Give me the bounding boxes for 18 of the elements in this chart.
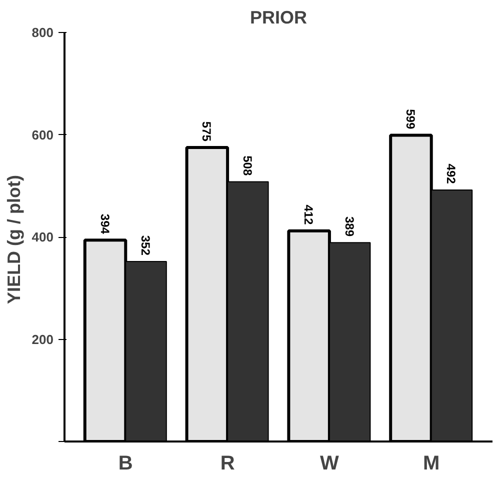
y-tick-label: 800 xyxy=(32,25,54,40)
x-tick-label: M xyxy=(423,452,440,474)
data-label: 389 xyxy=(342,216,356,237)
y-tick-label: 200 xyxy=(32,332,54,347)
data-label: 575 xyxy=(200,121,214,142)
x-tick-label: R xyxy=(220,452,236,474)
y-axis-title: YIELD (g / plot) xyxy=(4,175,24,304)
y-tick-label: 400 xyxy=(32,230,54,244)
data-label: 599 xyxy=(403,109,418,130)
data-label: 352 xyxy=(138,235,153,256)
chart-title: PRIOR xyxy=(250,8,308,28)
data-label: 492 xyxy=(444,164,458,184)
data-label: 394 xyxy=(98,214,112,234)
x-tick-label: B xyxy=(118,452,133,474)
y-tick-label: 600 xyxy=(32,127,54,142)
data-label: 508 xyxy=(240,156,254,176)
x-tick-label: W xyxy=(320,452,340,474)
data-label: 412 xyxy=(302,204,316,226)
